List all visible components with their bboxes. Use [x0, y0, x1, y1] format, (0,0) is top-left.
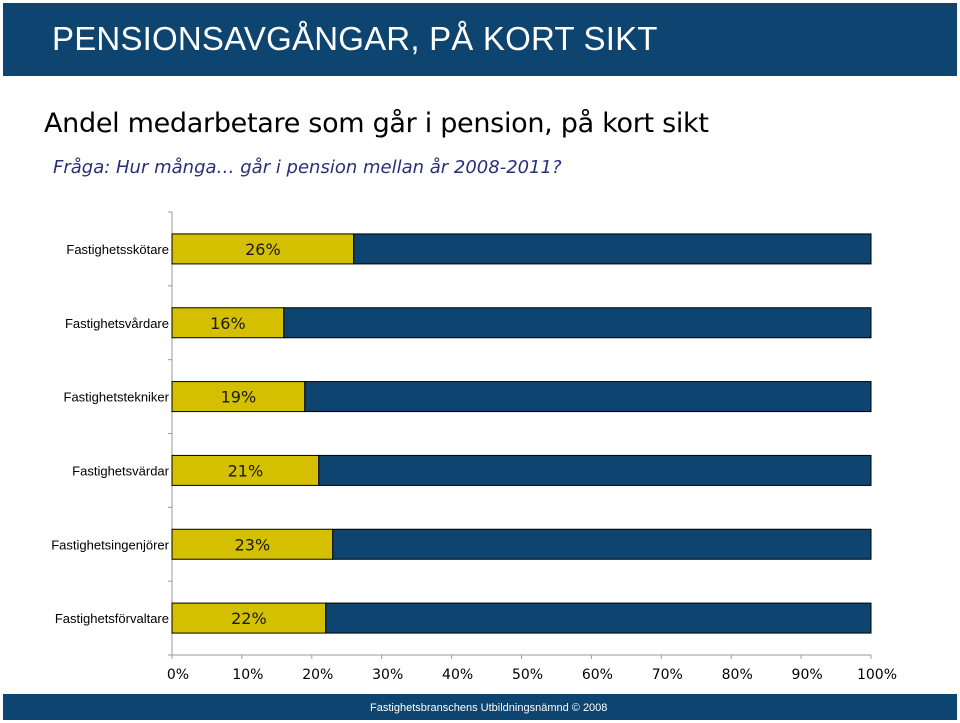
bar-segment-retiring	[171, 381, 306, 413]
bar-segment-remaining	[332, 528, 872, 560]
footer-bar	[3, 694, 957, 720]
bar-segment-retiring	[171, 307, 285, 339]
footer-credit: Fastighetsbranschens Utbildningsnämnd © …	[370, 702, 608, 714]
bar-segment-remaining	[304, 381, 872, 413]
category-label: Fastighetsingenjörer	[51, 537, 169, 552]
bar-segment-retiring	[171, 233, 355, 265]
x-tick-label: 80%	[722, 667, 753, 683]
category-label: Fastighetsvärdar	[72, 463, 169, 478]
x-tick-label: 30%	[372, 667, 403, 683]
header-bar	[3, 3, 957, 76]
bar-segment-retiring	[171, 602, 327, 634]
x-tick-label: 10%	[232, 667, 263, 683]
chart-subtitle: Andel medarbetare som går i pension, på …	[44, 108, 709, 139]
category-label: Fastighetsförvaltare	[55, 611, 169, 626]
data-label: 22%	[231, 609, 267, 628]
bar-segment-remaining	[325, 602, 872, 634]
x-tick-label: 40%	[442, 667, 473, 683]
x-tick-label: 60%	[582, 667, 613, 683]
data-label: 16%	[210, 314, 246, 333]
data-label: 19%	[221, 388, 257, 407]
x-tick-label: 0%	[167, 667, 189, 683]
data-label: 26%	[245, 240, 281, 259]
category-label: Fastighetstekniker	[64, 390, 170, 405]
x-tick-label: 20%	[302, 667, 333, 683]
bar-segment-retiring	[171, 454, 320, 486]
page-title: PENSIONSAVGÅNGAR, PÅ KORT SIKT	[52, 20, 658, 57]
data-label: 23%	[235, 535, 271, 554]
bar-segment-retiring	[171, 528, 334, 560]
category-label: Fastighetsvårdare	[65, 316, 169, 331]
bar-segment-remaining	[283, 307, 872, 339]
x-tick-label: 50%	[512, 667, 543, 683]
bar-segment-remaining	[318, 454, 872, 486]
x-tick-label: 90%	[792, 667, 823, 683]
x-tick-label: 100%	[857, 667, 897, 683]
survey-question: Fråga: Hur många… går i pension mellan å…	[53, 157, 562, 178]
x-tick-label: 70%	[652, 667, 683, 683]
data-label: 21%	[228, 461, 264, 480]
bar-segment-remaining	[353, 233, 872, 265]
category-label: Fastighetsskötare	[66, 242, 169, 257]
